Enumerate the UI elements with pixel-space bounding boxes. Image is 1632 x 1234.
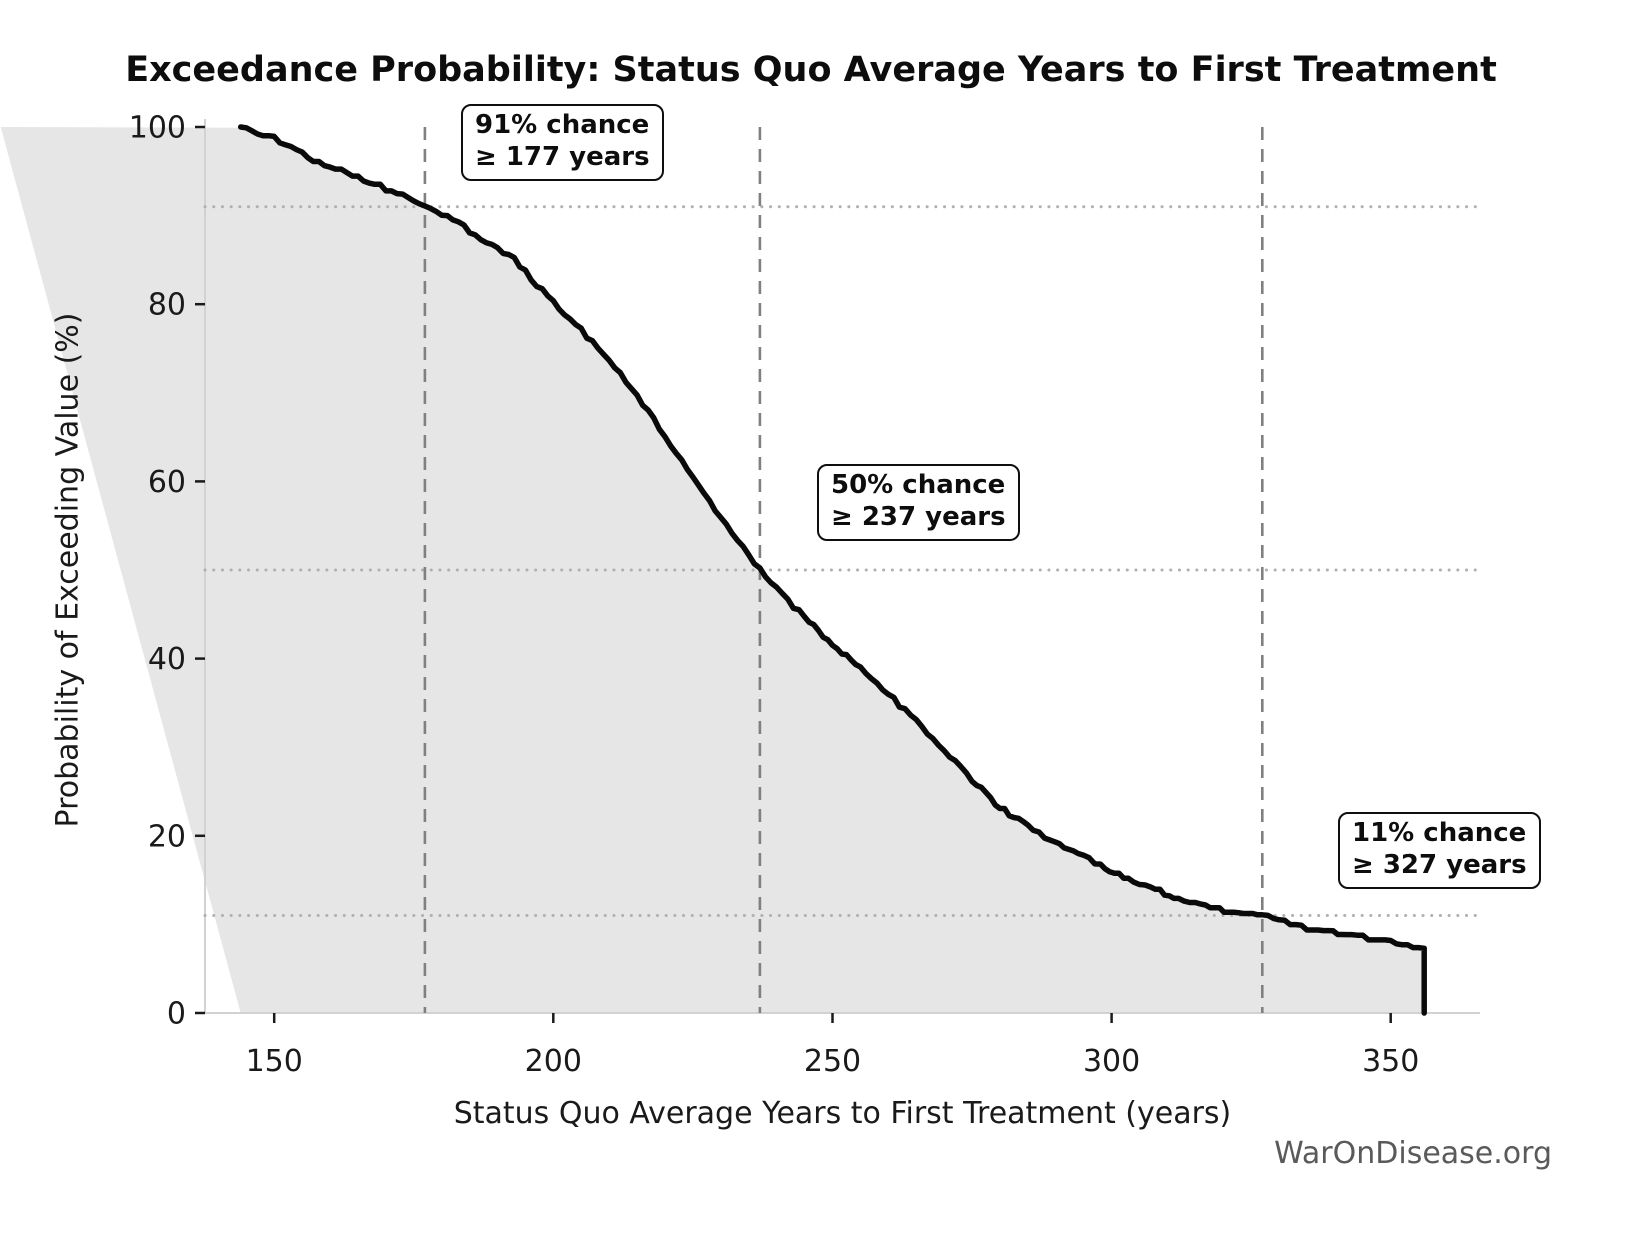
annotation-91pct-line2: ≥ 177 years (475, 141, 650, 172)
x-tick-label-250: 250 (804, 1044, 861, 1079)
x-tick-label-300: 300 (1083, 1044, 1140, 1079)
annotation-11pct-line2: ≥ 327 years (1352, 849, 1527, 880)
y-tick-label-40: 40 (148, 642, 186, 677)
y-tick-label-20: 20 (148, 819, 186, 854)
annotation-11pct-line1: 11% chance (1352, 818, 1527, 848)
y-tick-label-0: 0 (167, 997, 186, 1032)
y-tick-label-100: 100 (129, 111, 186, 146)
x-tick-label-200: 200 (525, 1044, 582, 1079)
annotation-11pct: 11% chance ≥ 327 years (1338, 812, 1541, 890)
curve-fill-area (0, 127, 1425, 1014)
exceedance-curve (237, 124, 1427, 1016)
chart-title: Exceedance Probability: Status Quo Avera… (125, 50, 1497, 90)
watermark: WarOnDisease.org (1274, 1136, 1552, 1171)
annotation-50pct-line2: ≥ 237 years (831, 501, 1006, 532)
y-tick-label-60: 60 (148, 465, 186, 500)
annotation-91pct-line1: 91% chance (475, 110, 650, 140)
x-axis-label: Status Quo Average Years to First Treatm… (453, 1096, 1232, 1131)
annotation-50pct: 50% chance ≥ 237 years (817, 464, 1020, 542)
y-axis-label-text: Probability of Exceeding Value (%) (50, 312, 86, 828)
annotation-50pct-line1: 50% chance (831, 470, 1006, 500)
annotation-91pct: 91% chance ≥ 177 years (461, 104, 664, 182)
y-tick-label-80: 80 (148, 288, 186, 323)
x-tick-label-150: 150 (246, 1044, 303, 1079)
x-tick-label-350: 350 (1362, 1044, 1419, 1079)
